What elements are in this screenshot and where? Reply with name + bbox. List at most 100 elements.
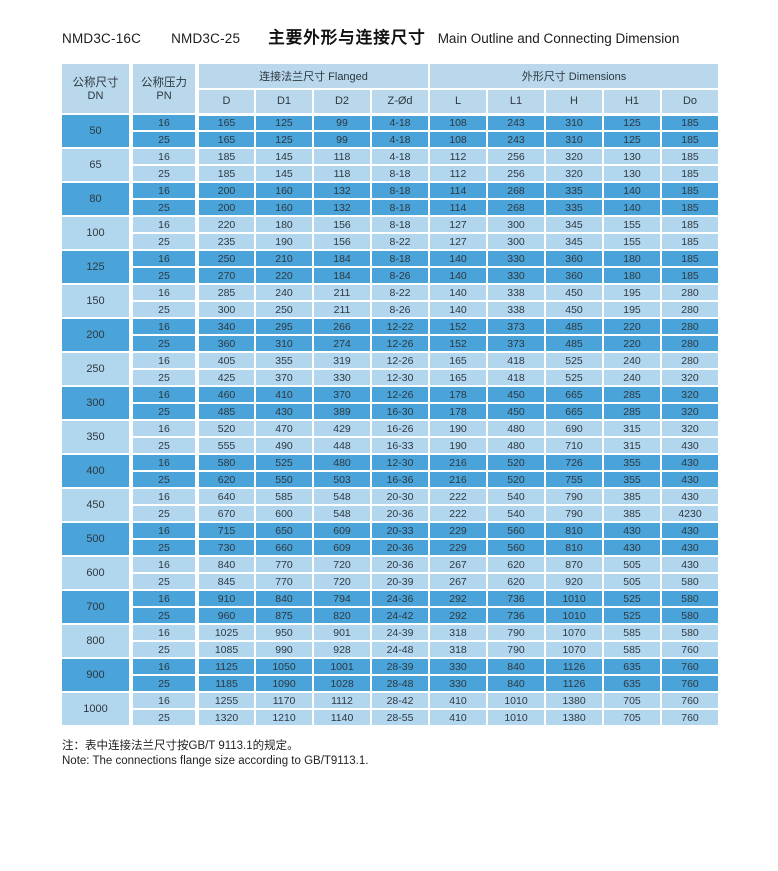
pn-cell: 25 [130,130,199,149]
value-cell: 525 [544,351,604,370]
dn-cell: 450 [60,487,133,523]
value-cell: 1140 [312,708,372,727]
value-cell: 99 [312,113,372,132]
value-cell: 156 [312,232,372,251]
value-cell: 430 [659,436,721,455]
value-cell: 760 [659,674,721,693]
value-cell: 1028 [312,674,372,693]
value-cell: 160 [254,181,314,200]
value-cell: 736 [486,606,546,625]
value-cell: 460 [196,385,256,404]
dn-cell: 900 [60,657,133,693]
table-header: 公称尺寸 DN 公称压力 PN 连接法兰尺寸 Flanged 外形尺寸 Dime… [60,62,721,116]
value-cell: 580 [659,606,721,625]
value-cell: 1070 [544,623,604,642]
value-cell: 127 [428,215,488,234]
value-cell: 726 [544,453,604,472]
value-cell: 430 [659,538,721,557]
table-row: 25 300 250 211 8-26 140 338 450 195 280 [61,300,721,319]
value-cell: 485 [544,317,604,336]
value-cell: 184 [312,266,372,285]
value-cell: 185 [659,113,721,132]
model-code-1: NMD3C-16C [62,31,142,46]
value-cell: 108 [428,113,488,132]
pn-cell: 16 [130,657,199,676]
value-cell: 845 [196,572,256,591]
pn-cell: 16 [130,691,199,710]
value-cell: 280 [659,317,721,336]
table-row: 125 16 250 210 184 8-18 140 330 360 180 185 [60,249,721,285]
value-cell: 760 [659,640,721,659]
value-cell: 505 [602,572,662,591]
value-cell: 267 [428,572,488,591]
value-cell: 195 [602,300,662,319]
table-row: 100 16 220 180 156 8-18 127 300 345 155 185 [60,215,721,251]
value-cell: 720 [312,555,372,574]
value-cell: 485 [544,334,604,353]
value-cell: 229 [428,538,488,557]
value-cell: 320 [659,402,721,421]
value-cell: 112 [428,147,488,166]
value-cell: 770 [254,572,314,591]
table-row: 25 670 600 548 20-36 222 540 790 385 4230 [61,504,721,523]
value-cell: 410 [428,691,488,710]
header-col-l1: L1 [486,88,546,116]
value-cell: 185 [659,147,721,166]
title-chinese: 主要外形与连接尺寸 [268,29,426,47]
value-cell: 450 [544,300,604,319]
value-cell: 660 [254,538,314,557]
pn-cell: 25 [130,300,199,319]
value-cell: 338 [486,283,546,302]
pn-cell: 25 [130,606,199,625]
value-cell: 8-22 [370,283,430,302]
value-cell: 300 [196,300,256,319]
value-cell: 140 [428,249,488,268]
value-cell: 178 [428,402,488,421]
value-cell: 125 [254,130,314,149]
table-row: 25 620 550 503 16-36 216 520 755 355 430 [61,470,721,489]
value-cell: 520 [196,419,256,438]
value-cell: 185 [659,198,721,217]
value-cell: 20-33 [370,521,430,540]
value-cell: 20-36 [370,555,430,574]
value-cell: 430 [659,453,721,472]
value-cell: 1050 [254,657,314,676]
value-cell: 8-18 [370,164,430,183]
value-cell: 8-18 [370,198,430,217]
value-cell: 810 [544,521,604,540]
header-col-do: Do [659,88,721,116]
value-cell: 520 [486,453,546,472]
table-row: 25 200 160 132 8-18 114 268 335 140 185 [61,198,721,217]
value-cell: 20-36 [370,504,430,523]
value-cell: 280 [659,300,721,319]
value-cell: 16-33 [370,436,430,455]
value-cell: 755 [544,470,604,489]
value-cell: 430 [254,402,314,421]
value-cell: 8-26 [370,300,430,319]
value-cell: 320 [659,385,721,404]
value-cell: 1380 [544,708,604,727]
value-cell: 355 [602,470,662,489]
header-dn-zh: 公称尺寸 [72,76,119,89]
value-cell: 185 [196,164,256,183]
value-cell: 319 [312,351,372,370]
value-cell: 220 [602,317,662,336]
pn-cell: 16 [130,623,199,642]
value-cell: 190 [254,232,314,251]
value-cell: 320 [659,419,721,438]
value-cell: 274 [312,334,372,353]
value-cell: 20-39 [370,572,430,591]
value-cell: 180 [254,215,314,234]
value-cell: 410 [254,385,314,404]
value-cell: 4-18 [370,147,430,166]
header-dn: 公称尺寸 DN [60,62,133,115]
value-cell: 560 [486,538,546,557]
value-cell: 330 [486,266,546,285]
value-cell: 165 [196,130,256,149]
value-cell: 840 [196,555,256,574]
header-col-h: H [544,88,604,116]
value-cell: 720 [312,572,372,591]
value-cell: 108 [428,130,488,149]
value-cell: 280 [659,351,721,370]
value-cell: 8-22 [370,232,430,251]
